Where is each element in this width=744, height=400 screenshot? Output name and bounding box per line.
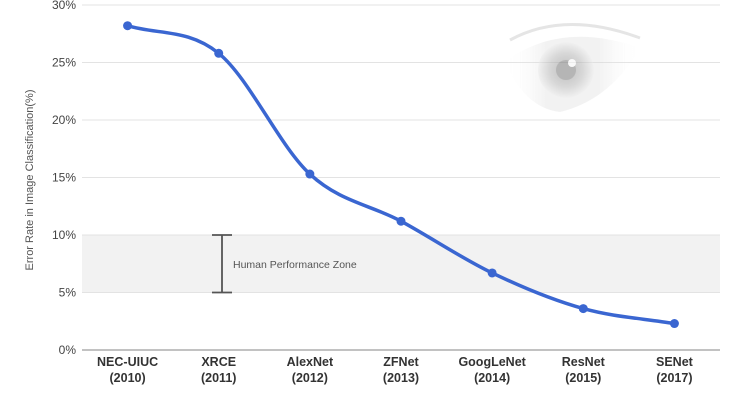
y-tick-label: 10% xyxy=(52,228,76,242)
data-point xyxy=(305,169,315,179)
x-category-label: AlexNet (2012) xyxy=(287,355,334,385)
data-point xyxy=(123,21,133,31)
human-performance-zone-label: Human Performance Zone xyxy=(233,259,357,271)
data-point xyxy=(214,48,224,58)
data-point xyxy=(669,319,679,329)
data-point xyxy=(487,268,497,278)
x-category-label: NEC-UIUC (2010) xyxy=(97,355,158,385)
data-points xyxy=(123,21,679,329)
data-point xyxy=(578,304,588,314)
y-axis-title: Error Rate in Image Classification(%) xyxy=(24,90,36,271)
x-category-label: SENet (2017) xyxy=(656,355,694,385)
y-tick-label: 20% xyxy=(52,113,76,127)
eye-watermark-icon xyxy=(505,23,641,112)
x-category-label: XRCE (2011) xyxy=(201,355,236,385)
y-tick-label: 5% xyxy=(59,286,77,300)
x-category-labels: NEC-UIUC (2010) XRCE (2011) AlexNet (2012) ZFN… xyxy=(97,355,694,385)
y-tick-label: 15% xyxy=(52,171,76,185)
y-tick-label: 25% xyxy=(52,56,76,70)
human-performance-zone-band xyxy=(82,235,720,293)
y-tick-labels: 0% 5% 10% 15% 20% 25% 30% xyxy=(52,0,76,357)
y-tick-label: 30% xyxy=(52,0,76,12)
x-category-label: ResNet (2015) xyxy=(562,355,606,385)
data-point xyxy=(396,216,406,226)
y-tick-label: 0% xyxy=(59,343,77,357)
x-category-label: GoogLeNet (2014) xyxy=(458,355,526,385)
x-category-label: ZFNet (2013) xyxy=(383,355,420,385)
human-performance-bracket xyxy=(212,234,232,294)
